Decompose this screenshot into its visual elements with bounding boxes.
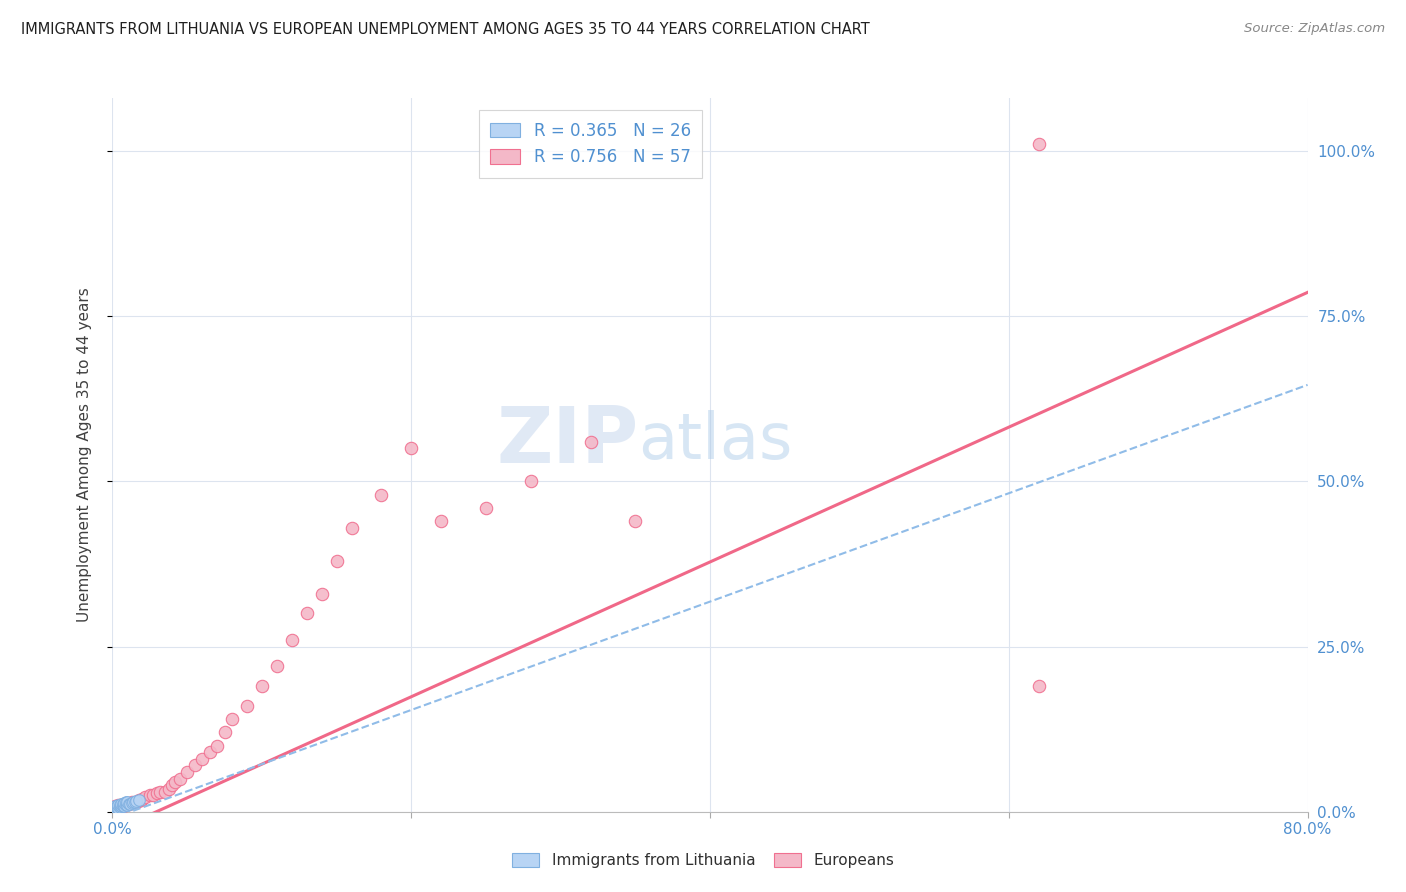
Point — [108, 800, 131, 814]
Point — [129, 793, 152, 807]
Point — [125, 794, 148, 808]
Point — [118, 797, 141, 811]
Point — [198, 745, 221, 759]
Point — [124, 795, 146, 809]
Point — [124, 795, 146, 809]
Point — [110, 799, 132, 814]
Point — [117, 797, 139, 811]
Point — [153, 785, 176, 799]
Point — [475, 500, 498, 515]
Text: atlas: atlas — [638, 409, 793, 472]
Point — [157, 781, 180, 796]
Point — [117, 798, 139, 813]
Point — [295, 607, 318, 621]
Point — [104, 799, 127, 814]
Point — [520, 475, 543, 489]
Point — [214, 725, 236, 739]
Point — [104, 799, 127, 814]
Point — [128, 793, 150, 807]
Point — [104, 801, 127, 815]
Point — [108, 800, 131, 814]
Y-axis label: Unemployment Among Ages 35 to 44 years: Unemployment Among Ages 35 to 44 years — [77, 287, 91, 623]
Text: Source: ZipAtlas.com: Source: ZipAtlas.com — [1244, 22, 1385, 36]
Point — [430, 514, 453, 528]
Point — [1028, 679, 1050, 693]
Point — [118, 797, 141, 812]
Legend: Immigrants from Lithuania, Europeans: Immigrants from Lithuania, Europeans — [503, 844, 903, 877]
Point — [162, 778, 183, 792]
Point — [205, 739, 228, 753]
Point — [110, 797, 132, 811]
Point — [128, 793, 150, 807]
Point — [131, 791, 153, 805]
Point — [266, 659, 288, 673]
Point — [120, 797, 142, 811]
Point — [125, 795, 148, 809]
Point — [105, 799, 128, 814]
Point — [114, 796, 135, 810]
Point — [115, 796, 138, 810]
Point — [401, 442, 423, 456]
Point — [107, 798, 129, 813]
Point — [115, 798, 138, 813]
Point — [115, 798, 138, 813]
Point — [127, 794, 149, 808]
Point — [325, 554, 347, 568]
Point — [169, 772, 191, 786]
Point — [370, 487, 392, 501]
Point — [281, 632, 304, 647]
Text: ZIP: ZIP — [496, 402, 638, 479]
Point — [107, 801, 129, 815]
Point — [111, 798, 134, 813]
Text: IMMIGRANTS FROM LITHUANIA VS EUROPEAN UNEMPLOYMENT AMONG AGES 35 TO 44 YEARS COR: IMMIGRANTS FROM LITHUANIA VS EUROPEAN UN… — [21, 22, 870, 37]
Point — [236, 698, 259, 713]
Point — [105, 801, 128, 815]
Point — [108, 798, 131, 813]
Point — [114, 798, 135, 813]
Legend: R = 0.365   N = 26, R = 0.756   N = 57: R = 0.365 N = 26, R = 0.756 N = 57 — [478, 110, 703, 178]
Point — [134, 790, 156, 805]
Point — [624, 514, 647, 528]
Point — [165, 775, 187, 789]
Point — [105, 799, 128, 814]
Point — [111, 799, 134, 814]
Point — [103, 801, 125, 815]
Point — [111, 797, 134, 811]
Point — [340, 520, 363, 534]
Point — [139, 788, 162, 802]
Point — [117, 795, 139, 809]
Point — [110, 799, 132, 814]
Point — [122, 796, 145, 810]
Point — [183, 758, 205, 772]
Point — [120, 796, 142, 810]
Point — [114, 798, 135, 813]
Point — [107, 801, 129, 815]
Point — [105, 801, 128, 815]
Point — [250, 679, 273, 693]
Point — [104, 801, 127, 815]
Point — [103, 801, 125, 815]
Point — [107, 798, 129, 813]
Point — [149, 785, 172, 799]
Point — [142, 788, 165, 802]
Point — [176, 765, 198, 780]
Point — [311, 587, 333, 601]
Point — [146, 786, 169, 800]
Point — [221, 712, 243, 726]
Point — [579, 434, 602, 449]
Point — [1028, 137, 1050, 152]
Point — [121, 796, 143, 810]
Point — [121, 796, 143, 810]
Point — [108, 798, 131, 813]
Point — [191, 752, 214, 766]
